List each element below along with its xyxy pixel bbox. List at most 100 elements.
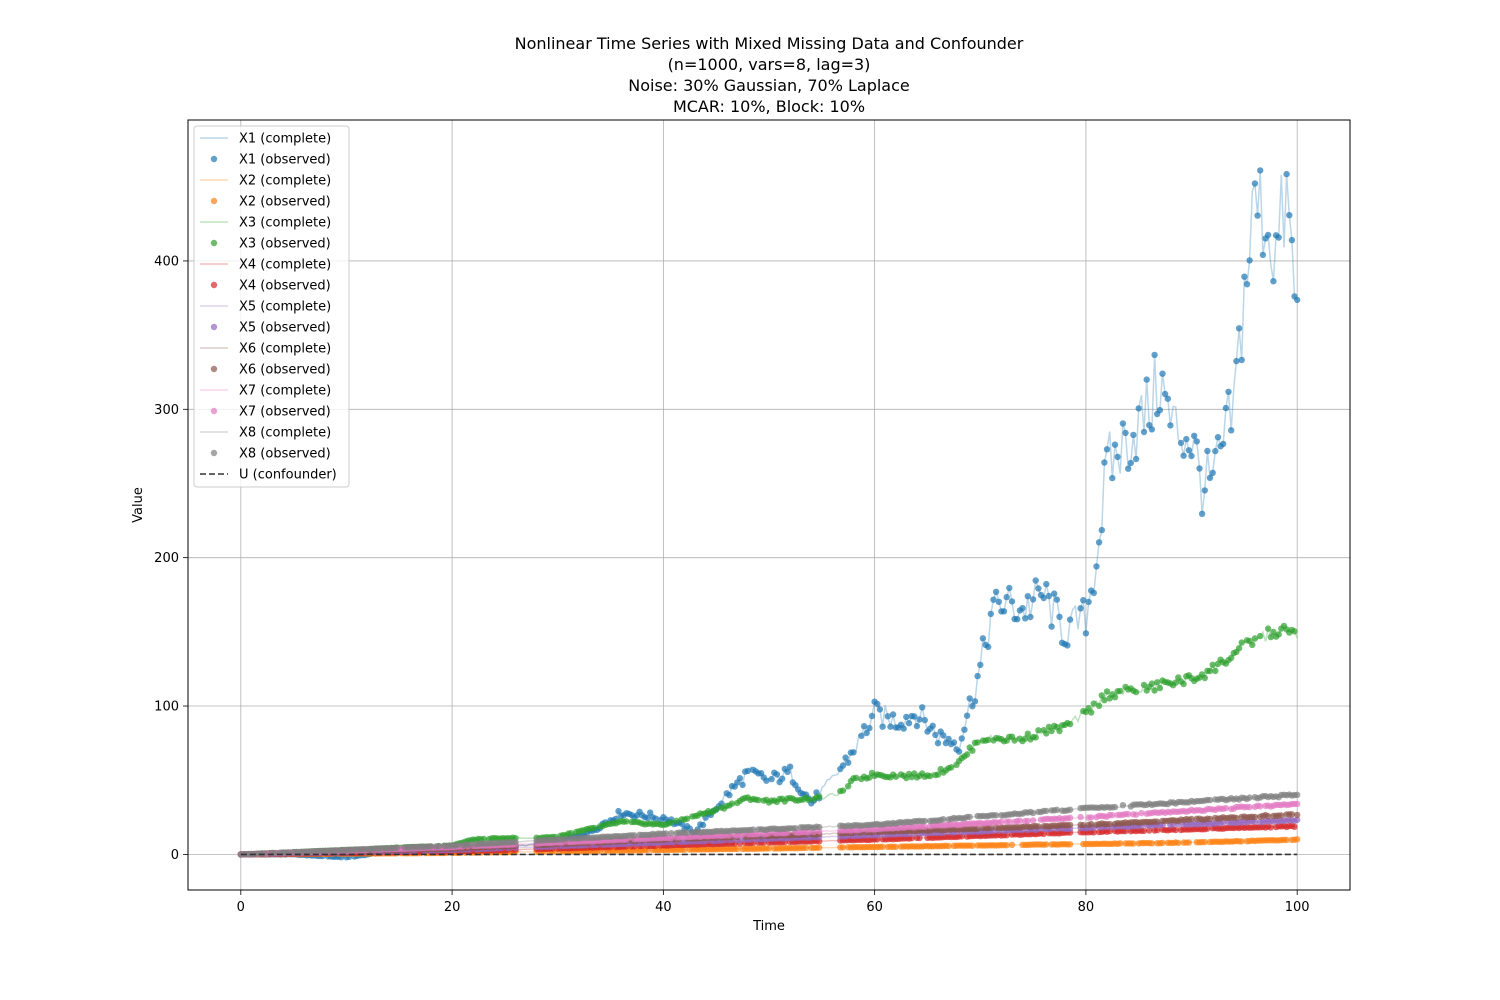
series-x2-observed-point	[892, 843, 899, 850]
legend-entry: X2 (complete)	[200, 174, 331, 189]
series-x1-observed-point	[1000, 608, 1008, 615]
series-x1-observed-point	[1270, 278, 1277, 285]
series-x1-observed-point	[1294, 296, 1301, 304]
series-x3-observed-point	[934, 771, 942, 778]
series-x5-observed-point	[1294, 816, 1301, 823]
series-x3-observed-point	[1206, 667, 1214, 675]
series-x6-observed-point	[1233, 814, 1240, 822]
series-x1-observed-point	[992, 588, 1000, 595]
series-x8-observed-point	[1111, 803, 1119, 811]
series-x2-observed-point	[802, 844, 810, 851]
series-x1-observed-point	[1235, 325, 1243, 332]
title-line: (n=1000, vars=8, lag=3)	[668, 55, 871, 74]
series-x1-observed-point	[1257, 167, 1264, 174]
series-x3-observed-point	[1275, 631, 1282, 638]
series-x1-observed-point	[868, 712, 876, 720]
series-x1-observed-point	[874, 700, 881, 708]
series-x3-observed-point	[1235, 645, 1243, 652]
series-x8-observed-point	[966, 813, 973, 821]
legend-label: X5 (complete)	[239, 300, 331, 315]
series-x1-observed-point	[1140, 428, 1148, 436]
series-x1-observed-point	[1066, 616, 1074, 623]
series-x2-observed-point	[945, 842, 952, 850]
series-x1-observed-point	[1220, 440, 1227, 448]
series-x8-observed-point	[631, 832, 638, 839]
legend-entry: X6 (observed)	[210, 363, 331, 378]
series-x2-observed-point	[1283, 836, 1290, 844]
legend-label: X1 (complete)	[239, 132, 331, 147]
series-x3-observed-point	[1251, 635, 1259, 642]
series-x1-observed-point	[842, 754, 849, 761]
legend-dot-swatch	[210, 449, 218, 457]
series-x3-observed-point	[1095, 702, 1103, 709]
series-x3-observed-point	[805, 796, 812, 804]
legend-entry: U (confounder)	[200, 468, 337, 483]
series-x1-observed-point	[1275, 234, 1282, 241]
series-x8-observed-point	[1043, 807, 1050, 815]
series-x1-observed-point	[889, 711, 897, 718]
series-x1-observed-point	[950, 739, 958, 746]
series-x8-observed-point	[940, 816, 947, 823]
series-x8	[237, 791, 1301, 858]
series-x3-observed-point	[1249, 641, 1256, 649]
series-x3-observed-point	[1201, 674, 1209, 682]
legend-label: X2 (observed)	[239, 195, 331, 210]
series-x1-observed-point	[1080, 597, 1087, 604]
series-x1-observed-point	[763, 777, 770, 784]
series-x1-observed-point	[1243, 281, 1251, 288]
legend-entry: X7 (observed)	[210, 405, 331, 420]
series-x6-observed-point	[974, 825, 981, 832]
series-x3-observed-point	[755, 796, 762, 804]
series-x1-observed-point	[971, 698, 979, 705]
series-x3-observed-point	[1172, 679, 1179, 686]
series-x3-observed-point	[985, 736, 992, 743]
y-tick-label: 0	[171, 848, 179, 863]
series-x1-observed-point	[1286, 212, 1293, 219]
series-x3-observed-point	[1117, 687, 1124, 695]
series-x1-observed-point	[652, 815, 659, 822]
legend-label: X5 (observed)	[239, 321, 331, 336]
plot-frame	[187, 119, 1351, 891]
series-x7-observed-point	[1125, 810, 1132, 818]
series-x1-observed-point	[913, 722, 921, 730]
series-x1-observed-point	[1045, 592, 1053, 600]
series-x8-observed-point	[662, 830, 670, 837]
series-x2-observed-point	[1294, 836, 1301, 843]
series-x1-observed-point	[1209, 469, 1216, 476]
series-x1-observed-point	[1161, 390, 1169, 398]
legend-label: X6 (observed)	[239, 363, 331, 378]
series-x1-observed-point	[1198, 510, 1206, 517]
series-x3-observed-point	[1043, 730, 1050, 737]
series-x1-observed-point	[1114, 453, 1121, 461]
series-x1-observed-point	[1177, 439, 1185, 447]
series-x1-observed-point	[884, 713, 891, 720]
x-tick-label: 60	[866, 900, 883, 915]
series-x6-observed-point	[1154, 818, 1161, 825]
series-x6-observed-point	[1251, 813, 1259, 821]
series-x1-observed-point	[1008, 598, 1016, 605]
series-x1-observed-point	[744, 767, 752, 775]
series-x1-observed-point	[945, 735, 952, 743]
series-x8-observed-point	[1066, 806, 1074, 813]
legend-dot-swatch	[210, 155, 218, 163]
series-x1-observed-point	[1029, 596, 1037, 603]
series-x5-observed-point	[1251, 818, 1259, 825]
series-x1-observed-point	[1167, 422, 1174, 429]
series-x8-observed-point	[1119, 802, 1127, 809]
series-x1-observed-point	[879, 723, 886, 730]
series-x7-observed-point	[1088, 814, 1095, 821]
legend-label: X8 (observed)	[239, 447, 331, 462]
series-x1-observed-point	[1228, 427, 1235, 434]
series-x6-observed-point	[1080, 822, 1087, 829]
legend: X1 (complete) X1 (observed) X2 (complete) X…	[193, 125, 350, 488]
series-x1-observed-point	[921, 716, 928, 724]
series-x3-observed-point	[866, 774, 873, 781]
series-x1-observed-point	[929, 722, 936, 729]
series-x7-observed-point	[1029, 817, 1037, 824]
series-x6-observed-point	[1035, 823, 1042, 830]
series-x4-observed-point	[1291, 823, 1298, 830]
series-x1-observed-point	[850, 749, 857, 756]
series-x1-observed-point	[1251, 180, 1259, 187]
title-line: Nonlinear Time Series with Mixed Missing…	[515, 34, 1024, 53]
series-x8-observed-point	[992, 812, 1000, 819]
